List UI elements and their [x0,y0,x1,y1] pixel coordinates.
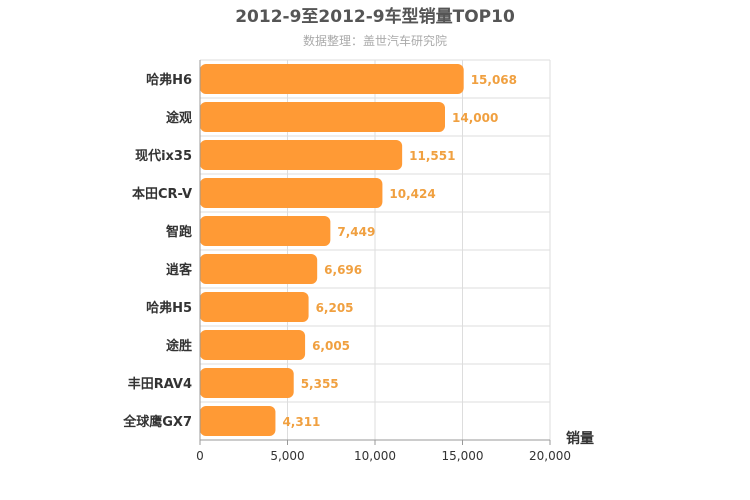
data-label: 4,311 [282,415,320,429]
category-label: 逍客 [166,262,193,278]
x-tick-label: 20,000 [529,449,571,463]
category-label: 本田CR-V [132,186,192,202]
bar-layer [200,64,464,436]
x-tick-label: 15,000 [442,449,484,463]
x-tick-label: 0 [196,449,204,463]
category-label: 哈弗H6 [146,72,192,88]
chart-title: 2012-9至2012-9车型销量TOP10 [235,6,515,27]
bar[interactable] [200,178,383,208]
axis-layer: 0 5,000 10,000 15,000 20,000 [196,60,571,463]
data-label: 5,355 [301,377,339,391]
data-label: 6,005 [312,339,350,353]
bar[interactable] [200,216,331,246]
data-label: 6,696 [324,263,362,277]
bar[interactable] [200,102,445,132]
label-layer: 哈弗H6 15,068 途观 14,000 现代ix35 11,551 本田CR-V 10,4… [122,72,517,430]
x-tick-label: 10,000 [354,449,396,463]
data-label: 11,551 [409,149,455,163]
category-label: 途观 [166,110,192,126]
bar[interactable] [200,406,276,436]
data-label: 7,449 [337,225,375,239]
category-label: 现代ix35 [135,148,192,164]
bar[interactable] [200,292,309,322]
data-label: 10,424 [389,187,435,201]
data-label: 15,068 [471,73,517,87]
category-label: 途胜 [166,338,192,354]
grid-layer [199,59,551,441]
chart-subtitle: 数据整理：盖世汽车研究院 [303,33,447,48]
bar[interactable] [200,330,306,360]
bar[interactable] [200,140,403,170]
bar[interactable] [200,64,464,94]
x-tick-label: 5,000 [270,449,304,463]
data-label: 14,000 [452,111,498,125]
bar[interactable] [200,368,294,398]
category-label: 智跑 [166,224,192,240]
data-label: 6,205 [316,301,354,315]
x-axis-title: 销量 [566,430,594,447]
category-label: 哈弗H5 [146,300,192,316]
category-label: 丰田RAV4 [128,376,192,392]
bar[interactable] [200,254,318,284]
category-label: 全球鹰GX7 [122,414,192,430]
